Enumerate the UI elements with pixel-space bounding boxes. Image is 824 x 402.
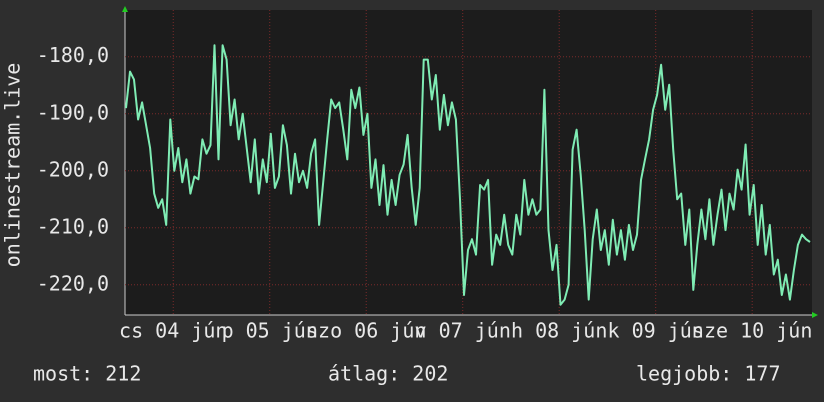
y-axis-arrow [122,6,128,12]
y-tick-label: -190,0 [37,100,109,124]
x-tick-label: h 08 jún [511,319,607,343]
x-tick-label: cs 04 jún [119,319,227,343]
x-tick-label: v 07 jún [415,319,511,343]
y-tick-label: -180,0 [37,43,109,67]
y-axis-label: onlinestream.live [1,63,25,268]
x-tick-label: p 05 jún [222,319,318,343]
x-tick-label: sze 10 jún [692,319,812,343]
data-line [125,44,811,306]
x-axis-arrow [812,312,818,318]
y-tick-label: -200,0 [37,157,109,181]
x-tick-label: szo 06 jún [306,319,426,343]
footer-current: most: 212 [33,362,141,386]
plot-area [125,10,812,315]
footer-best: legjobb: 177 [636,362,781,386]
y-tick-label: -220,0 [37,271,109,295]
x-tick-label: k 09 jún [608,319,704,343]
footer-average: átlag: 202 [328,362,448,386]
y-tick-label: -210,0 [37,214,109,238]
